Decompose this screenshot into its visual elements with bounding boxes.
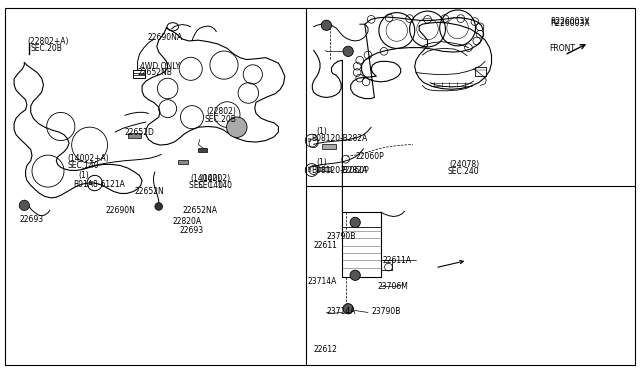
Circle shape: [350, 270, 360, 280]
Text: B08120-B282A: B08120-B282A: [312, 166, 368, 174]
Text: (14002): (14002): [200, 174, 230, 183]
Bar: [475, 67, 486, 76]
Text: 22060P: 22060P: [355, 152, 384, 161]
Text: 23790B: 23790B: [371, 307, 401, 316]
Text: 23790B: 23790B: [326, 232, 356, 241]
Text: SEC.140: SEC.140: [67, 161, 99, 170]
Text: 22652NB: 22652NB: [138, 68, 172, 77]
Text: 22690N: 22690N: [106, 206, 136, 215]
Text: 22612: 22612: [314, 345, 337, 354]
Text: (1): (1): [316, 127, 327, 136]
Text: 23714A: 23714A: [307, 278, 337, 286]
Circle shape: [343, 46, 353, 57]
Text: SEC. 140: SEC. 140: [198, 181, 232, 190]
Text: 22690NA: 22690NA: [147, 33, 182, 42]
Text: R226003X: R226003X: [550, 17, 590, 26]
Circle shape: [227, 117, 247, 138]
Text: 23706M: 23706M: [378, 282, 408, 291]
Text: B: B: [308, 167, 312, 173]
Text: (14002): (14002): [191, 174, 221, 183]
Text: SEC. 140: SEC. 140: [189, 182, 223, 190]
Text: B01A8-6121A: B01A8-6121A: [74, 180, 125, 189]
Circle shape: [155, 203, 163, 210]
Text: 22652N: 22652N: [134, 187, 164, 196]
Text: (1): (1): [316, 158, 327, 167]
Text: SEC.20B: SEC.20B: [31, 44, 63, 53]
Bar: [381, 260, 392, 270]
Circle shape: [321, 20, 332, 31]
Text: B08120-B282A: B08120-B282A: [312, 134, 368, 143]
Text: SEC.240: SEC.240: [448, 167, 479, 176]
Text: (14002+A): (14002+A): [67, 154, 109, 163]
Text: (22802+A): (22802+A): [27, 37, 68, 46]
Bar: [178, 160, 188, 164]
Text: 23714A: 23714A: [326, 307, 356, 316]
Bar: [128, 133, 141, 138]
Text: 22693: 22693: [179, 226, 204, 235]
Text: 22611A: 22611A: [383, 256, 412, 265]
Bar: [342, 212, 381, 277]
Bar: [29, 43, 30, 55]
Text: 22611: 22611: [314, 241, 337, 250]
Text: SEC.20B: SEC.20B: [205, 115, 237, 124]
Text: (22802): (22802): [206, 107, 236, 116]
Circle shape: [19, 200, 29, 211]
Bar: [322, 144, 336, 149]
Text: B: B: [89, 180, 93, 186]
Text: 22693: 22693: [19, 215, 44, 224]
Text: 22652NA: 22652NA: [182, 206, 218, 215]
Circle shape: [350, 217, 360, 228]
Text: 22652D: 22652D: [125, 128, 155, 137]
Text: B: B: [308, 138, 312, 143]
Bar: [198, 148, 207, 152]
Bar: [317, 167, 331, 171]
Text: (1): (1): [78, 171, 89, 180]
Text: FRONT: FRONT: [549, 44, 575, 53]
Text: (24078): (24078): [449, 160, 479, 169]
Text: 4WD ONLY: 4WD ONLY: [140, 62, 180, 71]
Text: 22060P: 22060P: [340, 166, 369, 175]
Text: 22820A: 22820A: [173, 217, 202, 226]
Text: R226003X: R226003X: [550, 19, 590, 28]
Bar: [133, 70, 145, 78]
Circle shape: [343, 304, 353, 314]
